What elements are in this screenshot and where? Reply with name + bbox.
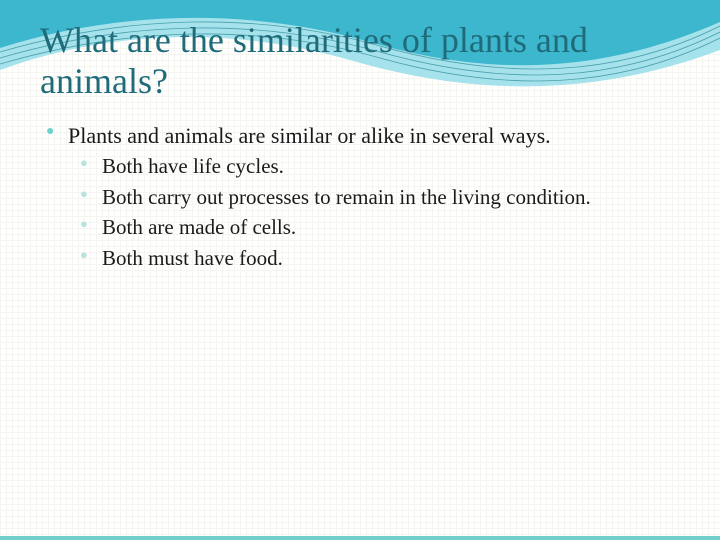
sub-bullet: Both carry out processes to remain in th… — [102, 183, 680, 211]
sub-bullet: Both have life cycles. — [102, 152, 680, 180]
sub-bullet-list: Both have life cycles. Both carry out pr… — [68, 152, 680, 271]
bottom-accent-bar — [0, 536, 720, 540]
slide-content: What are the similarities of plants and … — [0, 0, 720, 296]
bullet-main-text: Plants and animals are similar or alike … — [68, 123, 551, 148]
slide-title: What are the similarities of plants and … — [40, 20, 680, 103]
sub-bullet: Both are made of cells. — [102, 213, 680, 241]
sub-bullet: Both must have food. — [102, 244, 680, 272]
bullet-list: Plants and animals are similar or alike … — [40, 121, 680, 272]
bullet-main: Plants and animals are similar or alike … — [68, 121, 680, 272]
